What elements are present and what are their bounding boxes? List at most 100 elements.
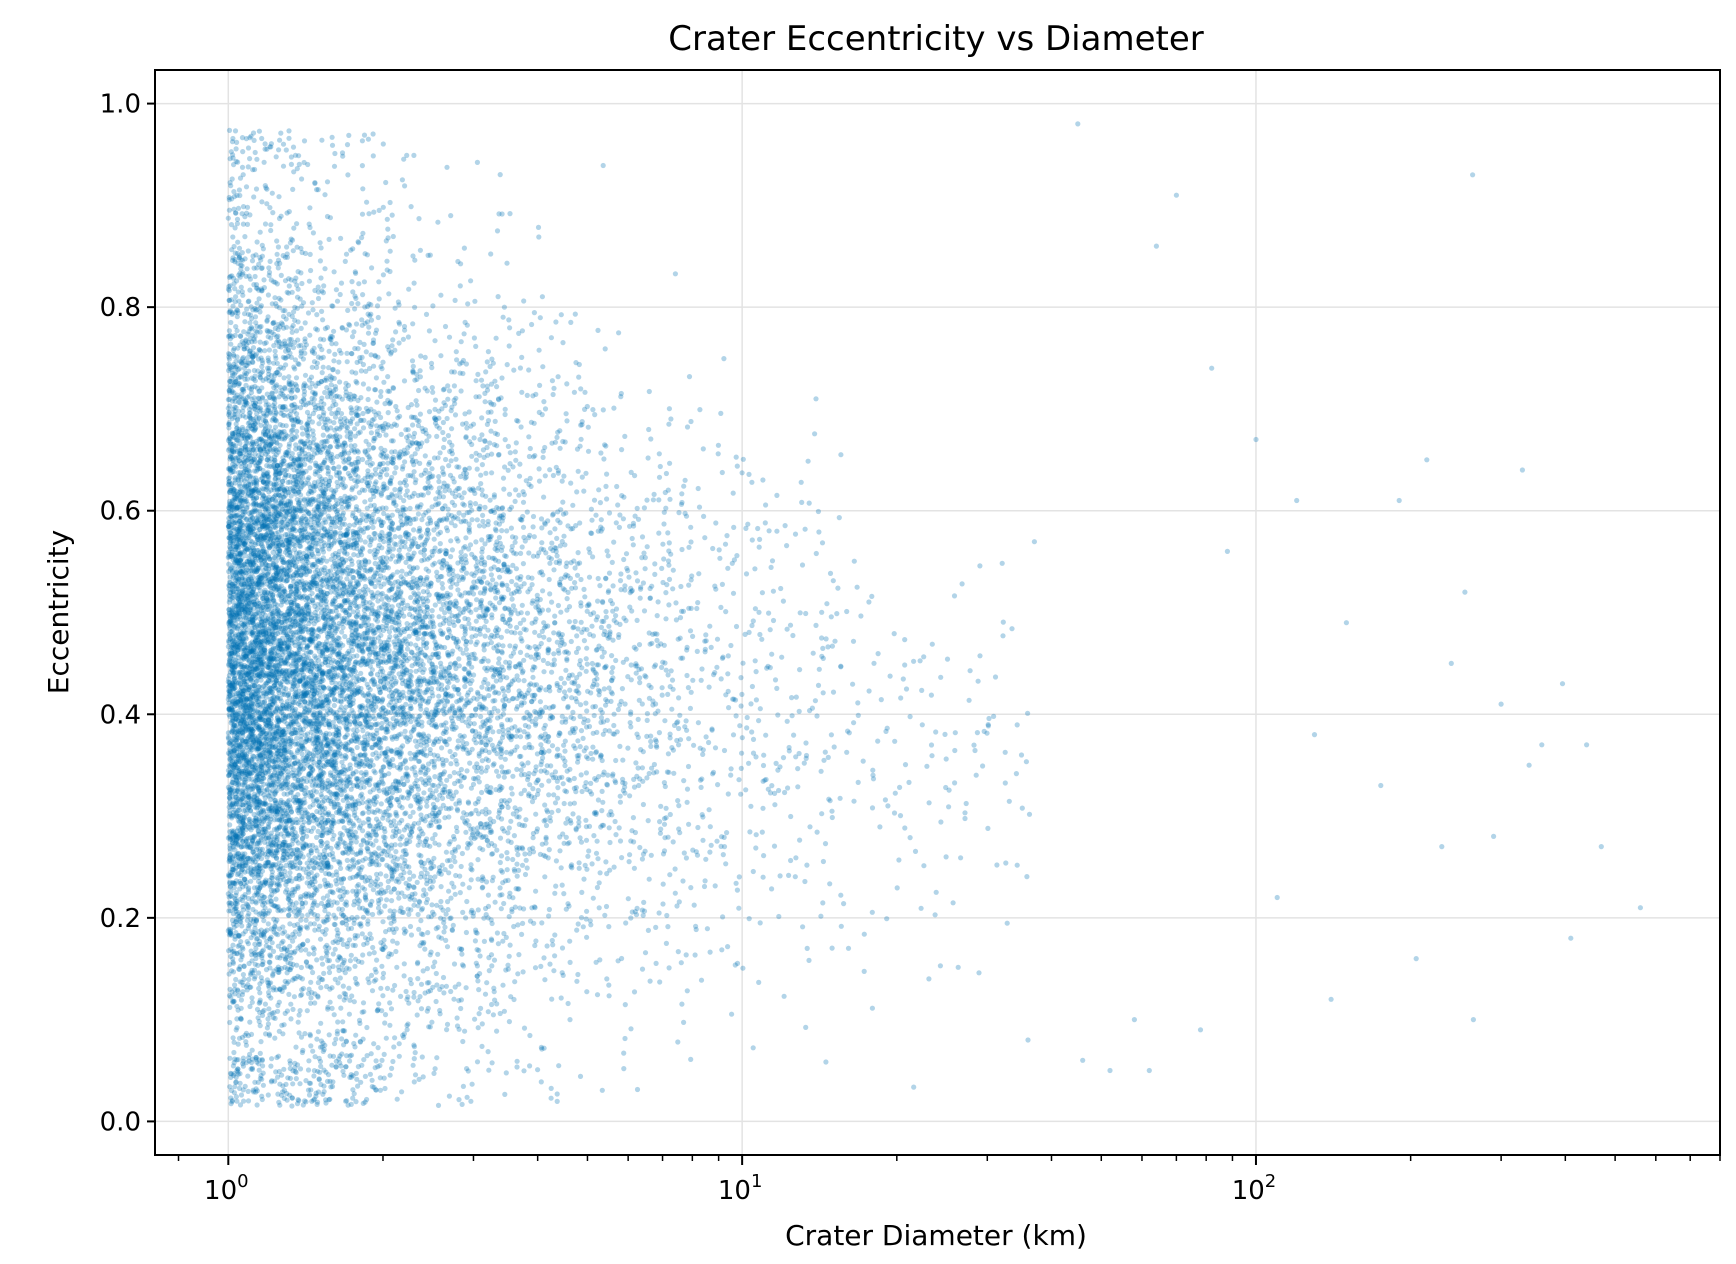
data-point (757, 536, 763, 543)
data-point (333, 915, 339, 921)
data-point (344, 433, 350, 439)
data-point (493, 520, 499, 526)
data-point (257, 1050, 263, 1056)
data-point (450, 619, 456, 625)
data-point (779, 654, 785, 660)
data-point (602, 665, 608, 671)
data-point (388, 748, 394, 754)
data-point (456, 1097, 462, 1103)
data-point (375, 1045, 381, 1051)
data-point (249, 614, 255, 620)
data-point (919, 722, 925, 728)
data-point (572, 311, 578, 317)
data-point (589, 660, 595, 667)
data-point (606, 510, 613, 516)
data-point (601, 456, 607, 462)
data-point (280, 843, 286, 849)
data-point (289, 652, 295, 659)
data-point (329, 624, 335, 630)
data-point (345, 778, 351, 784)
data-point (323, 870, 329, 877)
data-point (256, 684, 262, 690)
data-point (344, 718, 350, 724)
data-point (391, 918, 397, 924)
data-point (539, 540, 545, 546)
data-point (373, 879, 379, 885)
data-point (441, 436, 447, 442)
data-point (699, 666, 705, 672)
data-point (942, 731, 948, 738)
data-point (251, 599, 257, 605)
data-point (320, 461, 326, 468)
data-point (855, 779, 861, 786)
data-point (299, 484, 305, 490)
data-point (235, 239, 241, 245)
data-point (350, 770, 356, 776)
data-point (465, 700, 471, 706)
data-point (475, 371, 481, 377)
data-point (637, 844, 643, 851)
data-point (952, 730, 958, 736)
data-point (622, 583, 628, 589)
data-point (336, 464, 342, 470)
data-point (478, 724, 484, 730)
data-point (283, 316, 289, 322)
data-point (520, 969, 526, 975)
data-point (355, 1083, 361, 1089)
data-point (512, 645, 518, 652)
data-point (662, 718, 668, 724)
data-point (422, 542, 428, 548)
data-point (780, 598, 787, 604)
data-point (452, 523, 458, 529)
data-point (702, 535, 708, 541)
data-point (376, 739, 382, 746)
data-point (746, 760, 752, 766)
data-point (688, 539, 694, 545)
data-point (536, 466, 542, 472)
data-point (459, 850, 465, 857)
data-point (356, 921, 363, 927)
data-point (645, 455, 651, 461)
data-point (231, 853, 238, 859)
data-point (546, 792, 552, 798)
data-point (365, 136, 371, 142)
data-point (382, 645, 388, 651)
data-point (227, 456, 233, 462)
data-point (414, 598, 420, 605)
data-point (322, 616, 328, 622)
data-point (551, 657, 557, 663)
data-point (446, 1093, 452, 1099)
data-point (549, 743, 556, 749)
data-point (249, 339, 255, 345)
data-point (390, 938, 396, 944)
data-point (403, 721, 409, 727)
data-point (384, 485, 390, 491)
data-point (339, 616, 345, 622)
data-point (583, 470, 589, 476)
data-point (299, 280, 305, 287)
data-point (444, 528, 451, 534)
data-point (513, 487, 519, 493)
data-point (416, 387, 422, 394)
data-point (380, 272, 386, 278)
data-point (322, 266, 328, 272)
data-point (547, 560, 553, 566)
data-point (322, 753, 328, 760)
data-point (686, 821, 692, 827)
data-point (645, 818, 651, 824)
data-point (300, 300, 307, 306)
data-point (713, 520, 719, 526)
data-point (346, 132, 352, 138)
data-point (933, 729, 939, 735)
data-point (793, 855, 799, 861)
data-point (685, 685, 692, 691)
data-point (966, 697, 972, 703)
data-point (600, 407, 606, 413)
data-point (463, 915, 469, 921)
data-point (694, 605, 700, 612)
data-point (478, 714, 484, 720)
data-point (318, 791, 324, 798)
data-point (423, 537, 429, 543)
data-point (245, 456, 251, 462)
data-point (226, 207, 232, 213)
